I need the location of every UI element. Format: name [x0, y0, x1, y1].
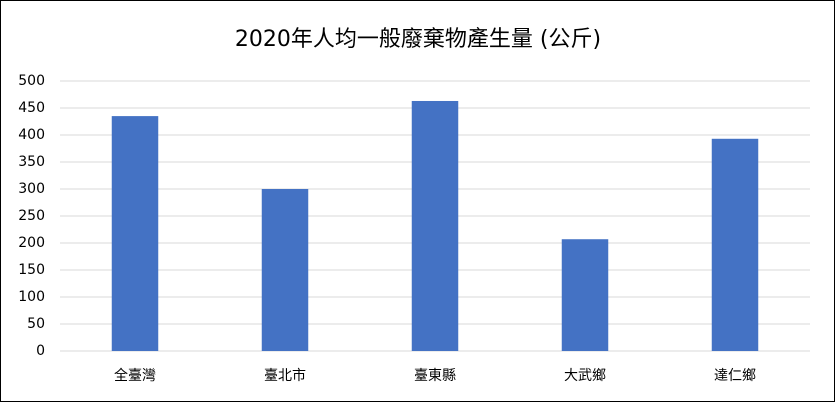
- y-tick-label: 450: [18, 100, 45, 116]
- y-tick-label: 200: [18, 235, 45, 251]
- bar: [411, 100, 459, 351]
- y-tick-label: 250: [18, 208, 45, 224]
- y-tick-label: 300: [18, 181, 45, 197]
- y-tick-label: 100: [18, 289, 45, 305]
- y-tick-label: 400: [18, 127, 45, 143]
- y-tick-label: 500: [18, 73, 45, 89]
- y-tick-label: 150: [18, 262, 45, 278]
- x-tick-label: 達仁鄉: [714, 368, 756, 384]
- chart-title: 2020年人均一般廢棄物產生量 (公斤): [235, 27, 601, 52]
- x-tick-label: 臺北市: [264, 367, 306, 384]
- bar: [261, 189, 309, 351]
- bar: [561, 239, 609, 351]
- bar: [711, 138, 759, 351]
- x-tick-label: 大武鄉: [564, 368, 606, 384]
- x-tick-label: 全臺灣: [114, 367, 156, 384]
- x-tick-label: 臺東縣: [414, 368, 456, 384]
- y-tick-label: 350: [18, 154, 45, 170]
- y-tick-label: 50: [27, 316, 45, 332]
- bar: [111, 116, 159, 351]
- y-tick-label: 0: [36, 343, 45, 359]
